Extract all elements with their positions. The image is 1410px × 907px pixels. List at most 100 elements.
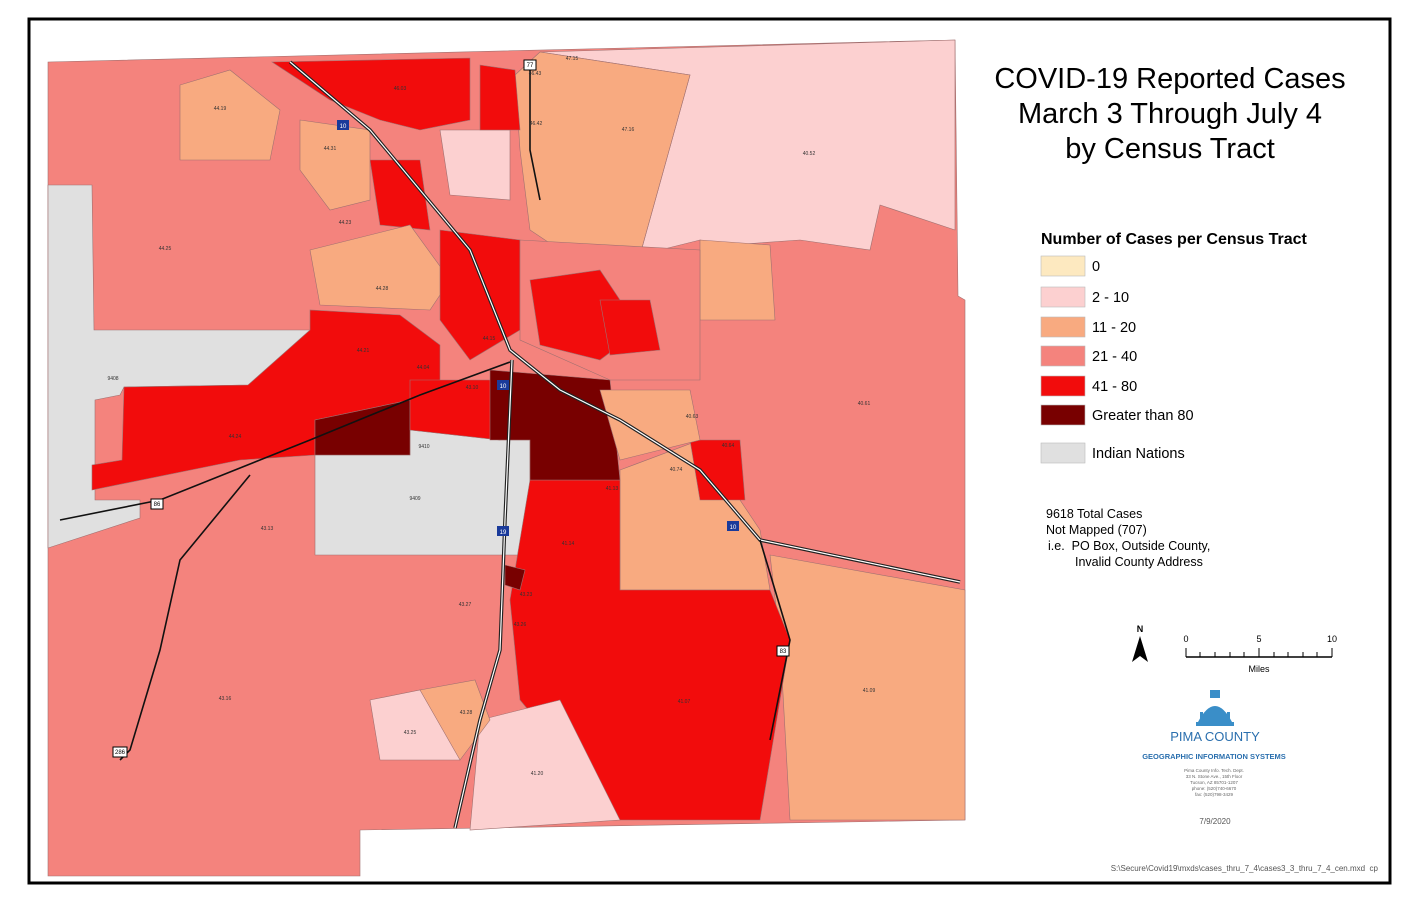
tract-area xyxy=(504,564,526,591)
tract-label: 43.10 xyxy=(466,385,479,391)
shield-label: 10 xyxy=(340,124,347,130)
shield-label: 77 xyxy=(527,63,534,69)
tract-label: 41.20 xyxy=(531,771,544,777)
shield: 86 xyxy=(150,498,164,510)
tract-area xyxy=(489,369,621,481)
tract-label: 40.61 xyxy=(858,401,871,407)
tract-area xyxy=(599,299,661,356)
tract-label: 44.19 xyxy=(214,106,227,112)
shield: 83 xyxy=(776,645,790,657)
date: 7/9/2020 xyxy=(1199,817,1231,826)
legend-label: 2 - 10 xyxy=(1092,290,1129,306)
tract-area xyxy=(179,69,281,161)
tract-label: 44.25 xyxy=(159,246,172,252)
tract-area xyxy=(409,379,501,441)
tract-label: 44.04 xyxy=(417,365,430,371)
highway-86 xyxy=(59,361,511,521)
tract-label: 43.25 xyxy=(404,730,417,736)
tract-area xyxy=(314,399,411,456)
tract-label: 44.23 xyxy=(339,220,352,226)
tract-label: 44.24 xyxy=(229,434,242,440)
tract-label: 44.21 xyxy=(357,348,370,354)
shield-label: 10 xyxy=(500,384,507,390)
tract-label: 46.03 xyxy=(394,86,407,92)
tract-area xyxy=(439,129,511,201)
shield-label: 19 xyxy=(500,530,507,536)
shield: 19 xyxy=(497,526,509,536)
logo-dept: GEOGRAPHIC INFORMATION SYSTEMS xyxy=(1142,752,1286,761)
tract-area xyxy=(699,239,776,321)
tract-area xyxy=(369,159,431,231)
legend-label: Greater than 80 xyxy=(1092,408,1194,424)
tract-label: 40.52 xyxy=(803,151,816,157)
tract-area xyxy=(469,699,621,831)
tract-label: 40.74 xyxy=(670,467,683,473)
interstate-10 xyxy=(289,61,961,583)
scale-tick: 0 xyxy=(1183,634,1188,644)
tract-area xyxy=(271,57,471,131)
logo-icon xyxy=(1196,690,1234,726)
tract-label: 41.13 xyxy=(606,486,619,492)
legend-swatch xyxy=(1040,286,1086,308)
highway-83 xyxy=(759,539,791,741)
tract-area xyxy=(509,479,791,821)
legend-label: 41 - 80 xyxy=(1092,379,1137,395)
tract-area xyxy=(419,679,491,761)
logo-address: Tucson, AZ 85701-1207 xyxy=(1190,780,1238,785)
highway-shields: 10 10 10 19 86 286 77 83 xyxy=(112,59,790,758)
legend-swatch xyxy=(1040,442,1086,464)
title-line: March 3 Through July 4 xyxy=(1018,98,1322,130)
logo-address: Pima County Info. Tech. Dept. xyxy=(1184,768,1244,773)
tract-label: 9410 xyxy=(418,444,429,450)
logo-address: 33 N. Stone Ave., 15th Floor xyxy=(1186,774,1243,779)
shield: 286 xyxy=(112,746,128,758)
tract-label: 44.28 xyxy=(376,286,389,292)
tract-label: 46.42 xyxy=(530,121,543,127)
tract-label: 43.16 xyxy=(219,696,232,702)
legend-label: Indian Nations xyxy=(1092,446,1185,462)
shield-label: 83 xyxy=(780,649,787,655)
tract-label: 47.15 xyxy=(566,56,579,62)
note: 9618 Total Cases xyxy=(1046,507,1142,521)
title-line: COVID-19 Reported Cases xyxy=(994,63,1345,95)
tract-label: 44.15 xyxy=(483,336,496,342)
interstate-19 xyxy=(454,359,513,829)
legend-label: 21 - 40 xyxy=(1092,349,1137,365)
tract-label: 46.43 xyxy=(529,71,542,77)
tract-label: 9408 xyxy=(107,376,118,382)
shield-label: 10 xyxy=(730,525,737,531)
shield: 10 xyxy=(727,521,739,531)
tract-label: 43.28 xyxy=(460,710,473,716)
legend-swatch xyxy=(1040,404,1086,426)
logo-address: phone: (520)740-6670 xyxy=(1192,786,1237,791)
tract-label: 47.16 xyxy=(622,127,635,133)
tract-label: 43.27 xyxy=(459,602,472,608)
note: Not Mapped (707) xyxy=(1046,523,1147,537)
file-path: S:\Secure\Covid19\mxds\cases_thru_7_4\ca… xyxy=(1111,864,1379,873)
legend-swatch xyxy=(1040,375,1086,397)
legend-label: 11 - 20 xyxy=(1092,320,1136,336)
tract-label: 40.64 xyxy=(722,443,735,449)
scale-tick: 5 xyxy=(1256,634,1261,644)
legend-title: Number of Cases per Census Tract xyxy=(1041,231,1308,248)
shield: 77 xyxy=(523,59,537,71)
tract-label: 41.07 xyxy=(678,699,691,705)
title-line: by Census Tract xyxy=(1065,133,1275,165)
tract-label: 43.13 xyxy=(261,526,274,532)
legend-swatch xyxy=(1040,345,1086,367)
highway-77 xyxy=(529,60,541,201)
legend: 0 2 - 10 11 - 20 21 - 40 41 - 80 Greater than… xyxy=(1040,255,1194,464)
frame xyxy=(27,17,1392,885)
note: Invalid County Address xyxy=(1075,555,1203,569)
shield-label: 286 xyxy=(115,750,126,756)
scale-unit: Miles xyxy=(1248,664,1270,674)
shield: 10 xyxy=(497,380,509,390)
tract-labels: 44.19 44.31 44.25 44.23 44.28 44.21 44.2… xyxy=(107,56,875,777)
legend-label: 0 xyxy=(1092,259,1100,275)
tract-label: 44.31 xyxy=(324,146,337,152)
shield-label: 86 xyxy=(154,502,161,508)
legend-swatch xyxy=(1040,316,1086,338)
logo-name: PIMA COUNTY xyxy=(1170,729,1260,744)
north-label: N xyxy=(1137,624,1144,634)
